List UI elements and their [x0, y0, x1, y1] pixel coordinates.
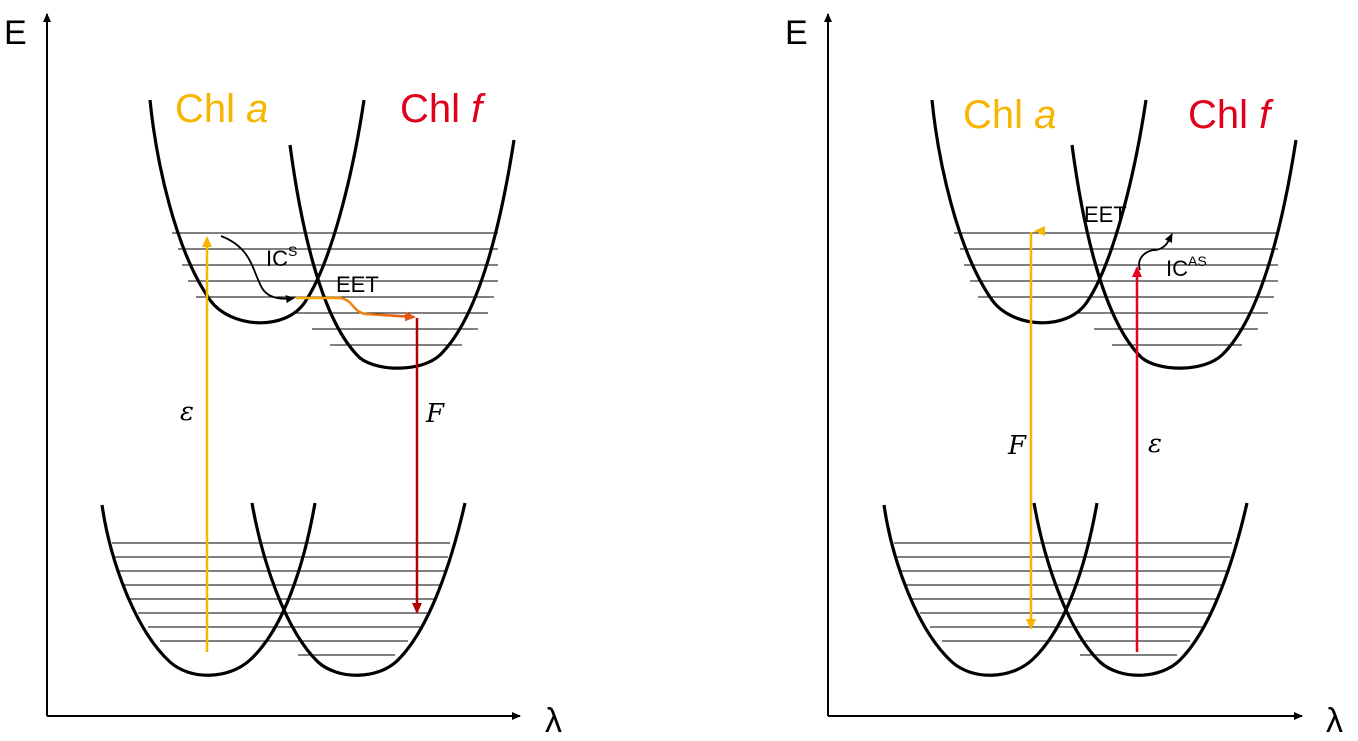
chl-f-excited-potential [288, 139, 516, 370]
ic-label: ICS [266, 243, 297, 271]
excitation-symbol: ε [180, 397, 194, 427]
eet-label: EET [1084, 202, 1127, 227]
eet-label: EET [336, 272, 379, 297]
chl-f-label: Chl f [1188, 93, 1274, 137]
chl-a-excited-potential [930, 99, 1148, 325]
excitation-symbol: ε [1148, 429, 1162, 459]
wavelength-axis-label: λ [545, 702, 562, 740]
chl-a-ground-potential [100, 502, 317, 677]
fluorescence-symbol: F [425, 399, 445, 429]
panel-left: E λ [4, 13, 562, 740]
internal-conversion-arrow [220, 235, 295, 304]
chl-a-ground-potential [882, 502, 1099, 677]
excited-state-levels [172, 232, 498, 346]
wavelength-axis-label: λ [1326, 702, 1343, 740]
chl-f-ground-potential [1032, 502, 1249, 677]
ic-label: ICAS [1166, 253, 1207, 281]
internal-conversion-arrow [1138, 233, 1173, 271]
chl-f-ground-potential [250, 502, 467, 677]
chl-f-label: Chl f [400, 87, 486, 131]
ground-state-levels [894, 542, 1232, 656]
panel-right: E λ [785, 13, 1343, 740]
fluorescence-symbol: F [1007, 431, 1027, 461]
energy-axis-label: E [4, 14, 27, 52]
chl-f-excited-potential [1070, 139, 1298, 370]
energy-axis-label: E [785, 14, 808, 52]
eet-arrow [296, 296, 416, 322]
ground-state-levels [112, 542, 450, 656]
chl-a-excited-potential [148, 99, 366, 325]
excited-state-levels [954, 232, 1278, 346]
chl-a-label: Chl a [175, 87, 268, 131]
chl-a-label: Chl a [963, 93, 1056, 137]
